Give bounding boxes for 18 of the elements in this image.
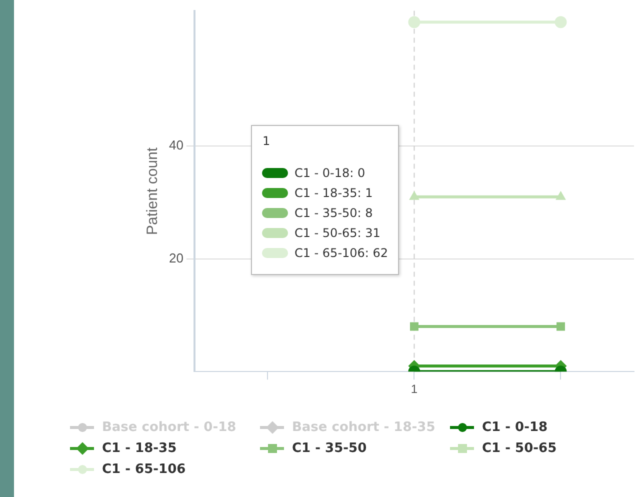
legend-label: C1 - 35-50 (292, 441, 367, 456)
point (554, 16, 567, 28)
y-tick-label: 20 (168, 250, 184, 266)
text: 1 (262, 134, 270, 148)
annotation: C1 - 18-35: 1 (294, 186, 373, 200)
point (556, 322, 565, 331)
legend-label: C1 - 50-65 (482, 441, 557, 456)
legend-label: C1 - 65-106 (102, 462, 186, 477)
legend-label: C1 - 0-18 (482, 420, 548, 435)
annotation: C1 - 50-65: 31 (294, 226, 380, 240)
y-axis-title: Patient count (144, 146, 162, 235)
legend-label: C1 - 18-35 (102, 441, 177, 456)
annotation: C1 - 65-106: 62 (294, 246, 388, 260)
point (410, 322, 418, 331)
annotation: C1 - 35-50: 8 (294, 206, 373, 220)
y-tick-label: 40 (168, 138, 184, 153)
point (408, 16, 420, 28)
annotation: C1 - 0-18: 0 (294, 166, 366, 180)
